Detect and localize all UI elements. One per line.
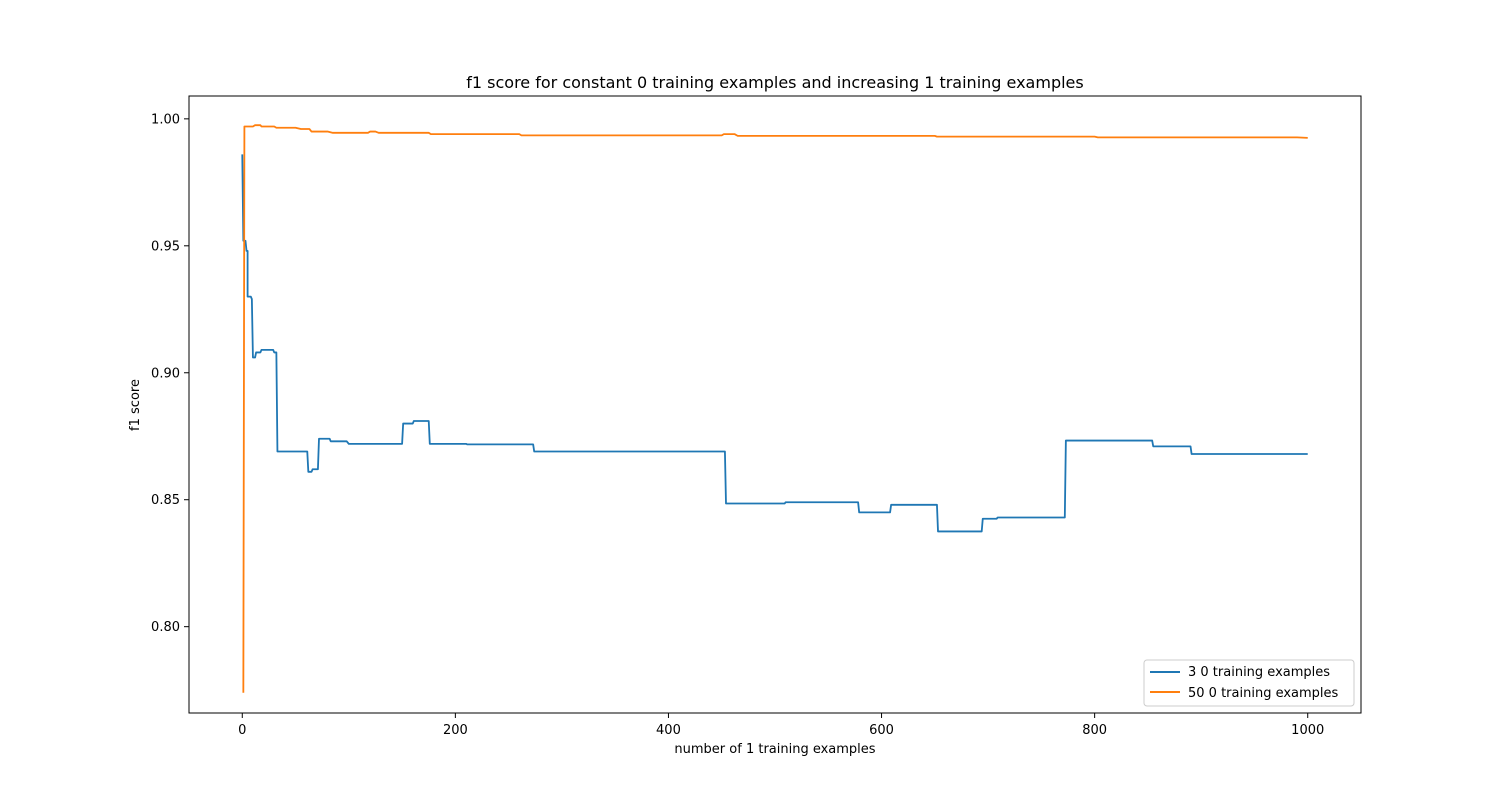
y-tick-label: 0.80 bbox=[151, 620, 180, 635]
x-tick-label: 400 bbox=[656, 723, 681, 738]
x-axis-label: number of 1 training examples bbox=[674, 742, 875, 757]
plot-frame bbox=[188, 95, 1362, 714]
x-tick-label: 800 bbox=[1082, 723, 1107, 738]
legend: 3 0 training examples 50 0 training exam… bbox=[1143, 659, 1355, 707]
x-tick-label: 600 bbox=[869, 723, 894, 738]
x-tick-label: 0 bbox=[238, 723, 246, 738]
x-tick-label: 1000 bbox=[1291, 723, 1324, 738]
y-axis-label: f1 score bbox=[128, 379, 143, 431]
y-tick-label: 0.85 bbox=[151, 493, 180, 508]
legend-label-50-0-training-examples: 50 0 training examples bbox=[1188, 686, 1339, 701]
series-line-50-0-training-examples bbox=[242, 124, 1308, 693]
x-axis: 0 200 400 600 800 1000 bbox=[238, 713, 1324, 738]
y-axis: 0.80 0.85 0.90 0.95 1.00 bbox=[151, 112, 189, 635]
y-tick-label: 0.90 bbox=[151, 366, 180, 381]
y-tick-label: 0.95 bbox=[151, 239, 180, 254]
legend-label-3-0-training-examples: 3 0 training examples bbox=[1188, 665, 1330, 680]
x-tick-label: 200 bbox=[443, 723, 468, 738]
series-layer bbox=[241, 124, 1308, 693]
chart-title: f1 score for constant 0 training example… bbox=[466, 73, 1083, 92]
y-tick-label: 1.00 bbox=[151, 112, 180, 127]
legend-box bbox=[1143, 659, 1355, 707]
series-line-3-0-training-examples bbox=[241, 154, 1308, 533]
